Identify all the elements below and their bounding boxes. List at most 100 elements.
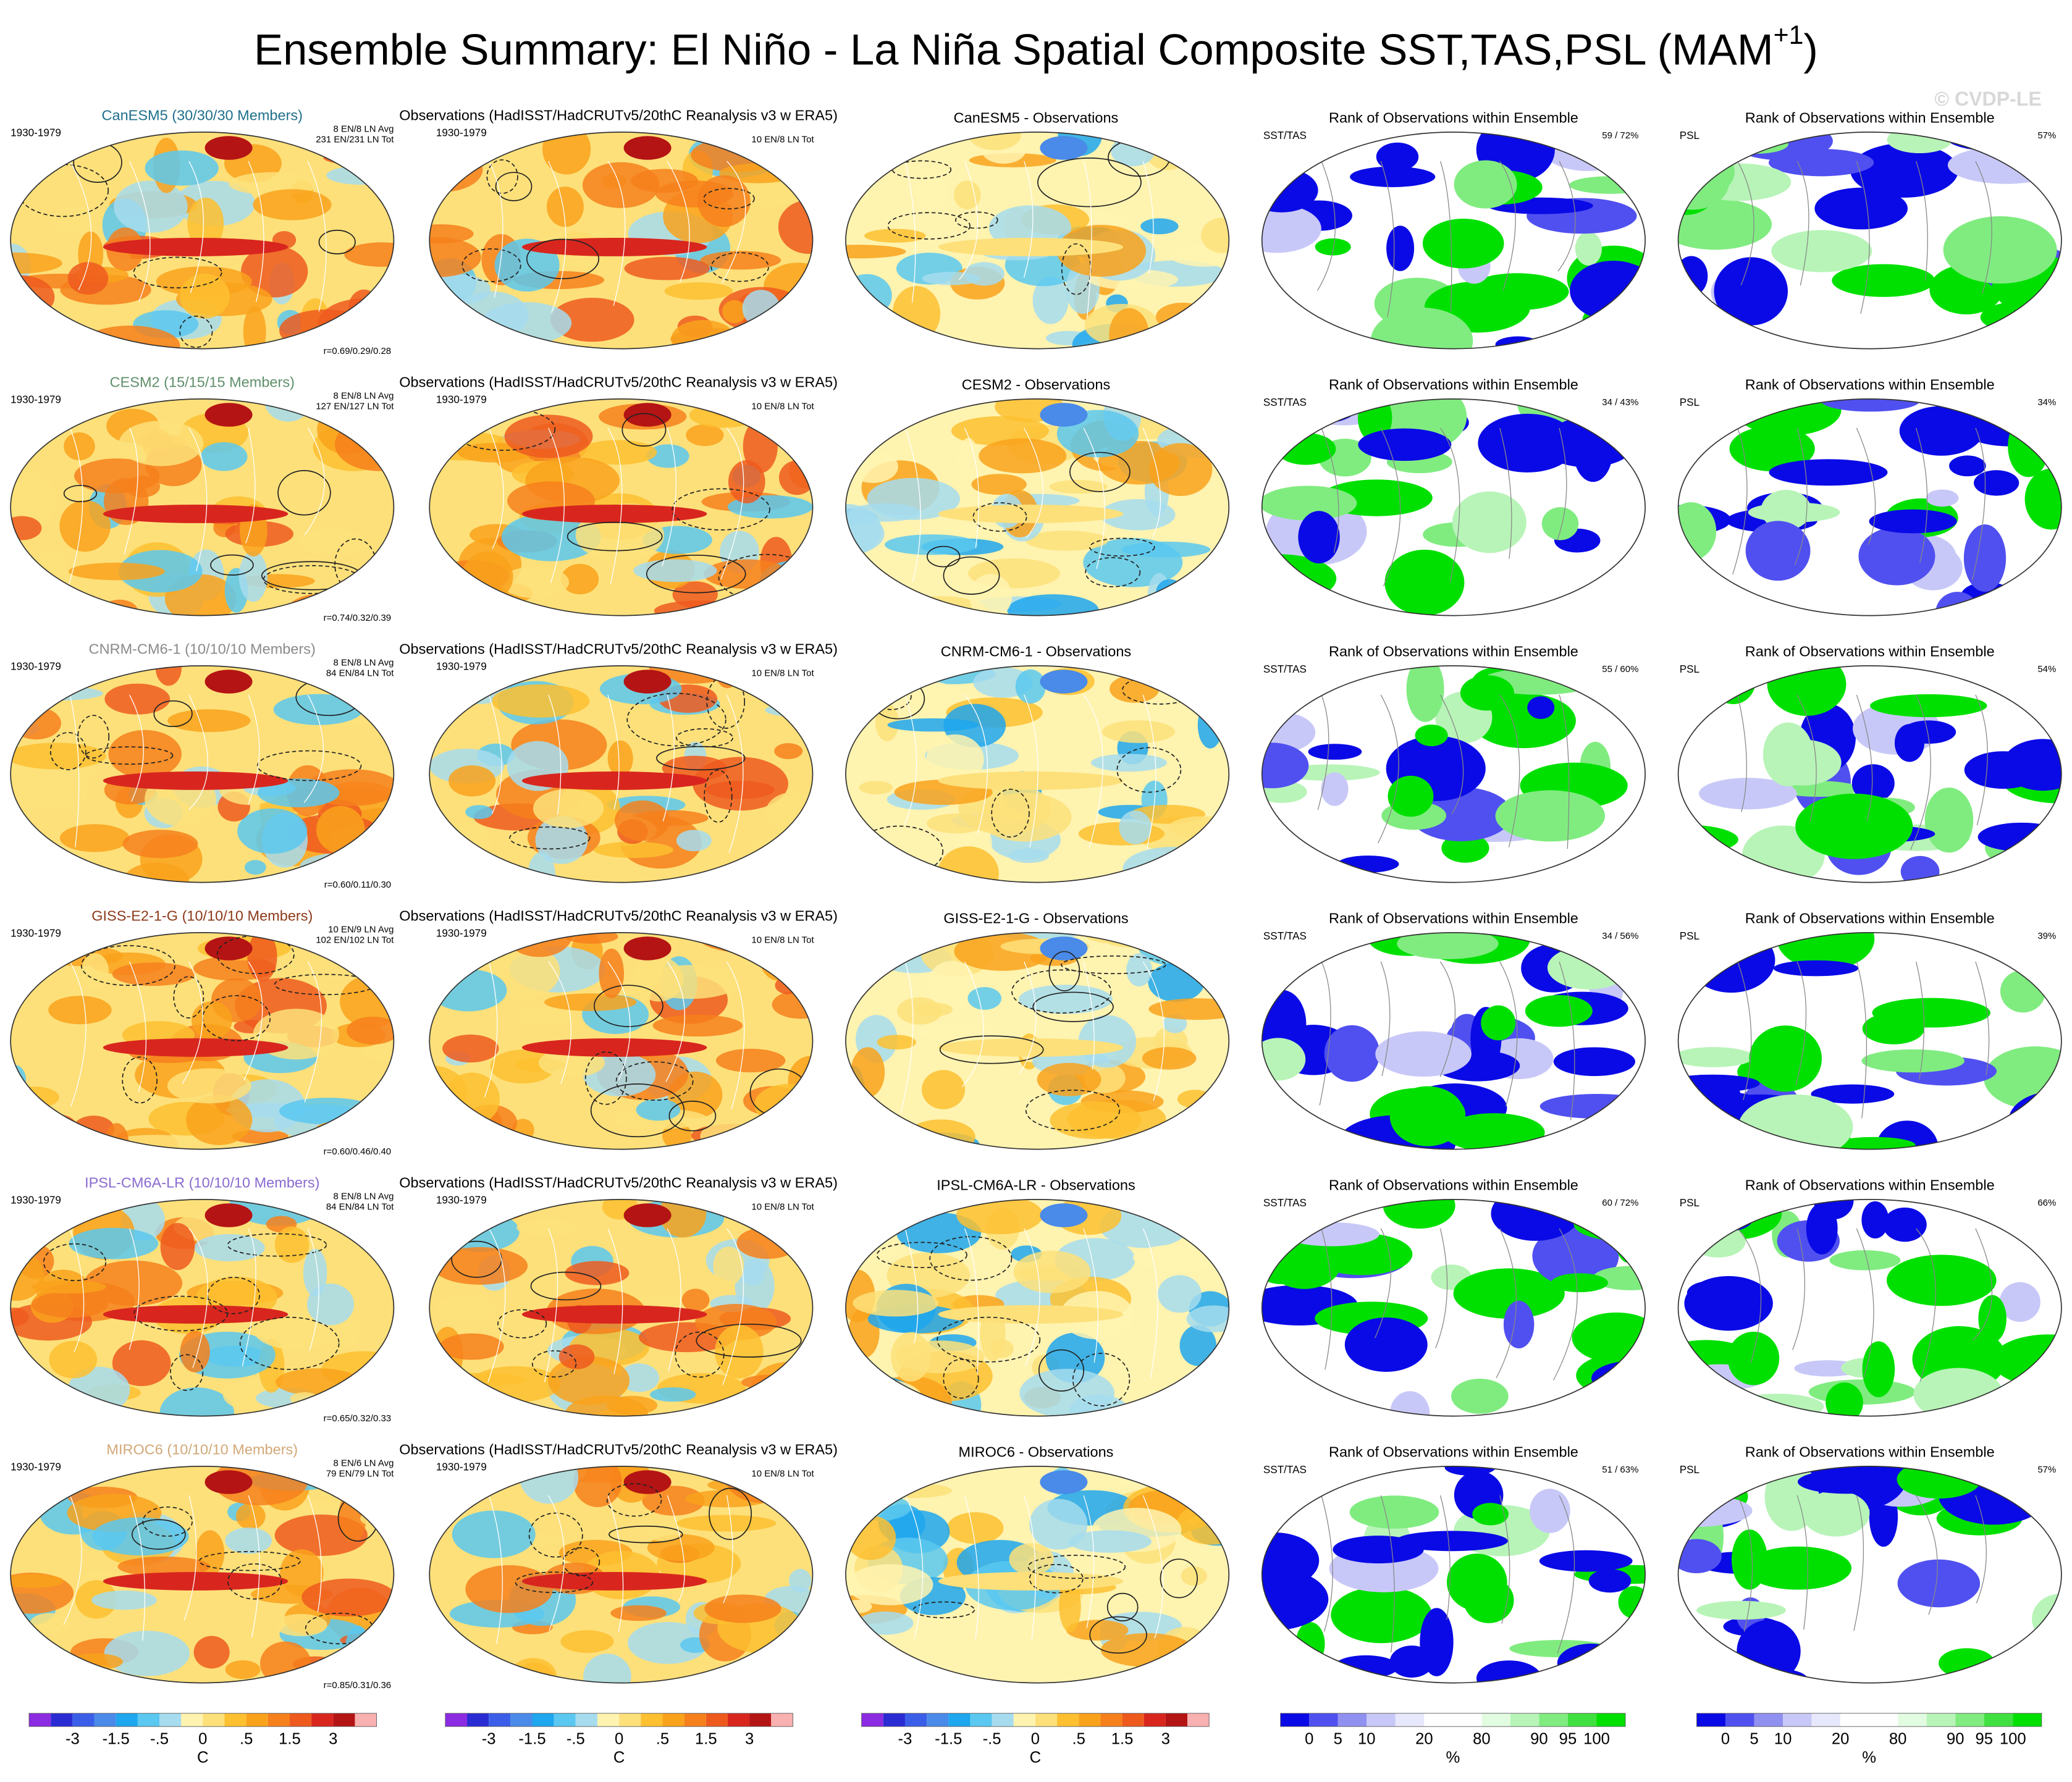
- anomaly-blob: [1013, 1250, 1091, 1293]
- coastline: [548, 961, 571, 1084]
- anomaly-blob: [49, 1340, 98, 1379]
- colorbar-box: [1013, 1713, 1035, 1727]
- rank-blob: [1571, 665, 1646, 697]
- north-pacific: [1040, 936, 1088, 960]
- rank-blob: [1897, 1559, 1981, 1608]
- coastline: [720, 427, 744, 580]
- map-outline: [429, 398, 814, 616]
- rank-blob: [1678, 502, 1717, 561]
- colorbar-box: [1143, 1713, 1166, 1727]
- contour: [239, 1316, 340, 1370]
- anomaly-blob: [429, 1668, 463, 1683]
- coastline: [723, 1495, 733, 1603]
- colorbar-box: [1424, 1713, 1453, 1727]
- contour: [1089, 537, 1155, 557]
- rank-blob: [1295, 1622, 1325, 1666]
- coastline: [607, 427, 623, 584]
- rank-blob: [1872, 998, 1990, 1028]
- contour: [943, 1358, 979, 1399]
- enso-tongue: [521, 771, 707, 790]
- colorbar-box: [203, 1713, 225, 1727]
- psl-rank-title: Rank of Observations within Ensemble: [1745, 644, 1995, 660]
- map-bg: [1678, 932, 2061, 1149]
- contour: [1061, 955, 1166, 975]
- north-pacific: [1040, 136, 1088, 160]
- enso-tongue: [521, 1305, 707, 1324]
- coastline: [607, 1228, 623, 1374]
- rank-blob: [1573, 1206, 1646, 1242]
- colorbar-box: [1280, 1713, 1310, 1727]
- figure-title: Ensemble Summary: El Niño - La Niña Spat…: [254, 20, 1818, 74]
- anomaly-blob: [1161, 313, 1219, 349]
- anomaly-blob: [114, 180, 188, 233]
- anomaly-blob: [646, 444, 689, 468]
- contour: [1072, 1353, 1131, 1406]
- anomaly-blob: [722, 300, 747, 324]
- map-panel: [11, 665, 394, 883]
- colorbar-label: 20: [1832, 1730, 1850, 1747]
- anomaly-blob: [1169, 245, 1229, 267]
- anomaly-blob: [80, 326, 180, 349]
- rank-blob: [1261, 742, 1309, 789]
- rank-blob: [1350, 166, 1436, 187]
- rank-blob: [1977, 822, 2061, 852]
- coastline: [1737, 1228, 1762, 1363]
- pattern-correlation: r=0.60/0.46/0.40: [324, 1146, 391, 1157]
- rank-blob: [1870, 694, 1987, 718]
- rank-blob: [1261, 204, 1321, 253]
- contour: [277, 470, 331, 516]
- anomaly-blob: [780, 330, 806, 348]
- anomaly-blob: [599, 948, 625, 998]
- anomaly-blob: [864, 229, 926, 243]
- coastline: [1380, 161, 1395, 317]
- contour: [43, 1243, 107, 1282]
- rank-blob: [1283, 1222, 1379, 1246]
- map-panel: [1261, 1466, 1646, 1683]
- map-panel: [11, 398, 394, 616]
- model-title: CESM2 (15/15/15 Members): [110, 374, 295, 390]
- coastline: [1375, 1228, 1392, 1339]
- coastline: [1142, 961, 1165, 1101]
- rank-blob: [1748, 502, 1840, 523]
- contour: [85, 746, 174, 765]
- contour: [991, 788, 1030, 838]
- colorbar-box: [1955, 1713, 1984, 1727]
- rank-title: Rank of Observations within Ensemble: [1329, 910, 1578, 927]
- sst-pct: 59 / 72%: [1602, 130, 1638, 141]
- anomaly-blob: [610, 1605, 667, 1621]
- map-outline: [845, 1466, 1230, 1684]
- colorbar-label: -3: [65, 1730, 80, 1747]
- colorbar-frame: [28, 1713, 377, 1727]
- rank-blob: [1811, 1084, 1895, 1104]
- rank-blob: [1869, 509, 1957, 534]
- contour: [672, 488, 770, 531]
- psl-rank-title: Rank of Observations within Ensemble: [1745, 1177, 1995, 1193]
- colorbar-label: 100: [1583, 1730, 1610, 1747]
- enso-tongue: [938, 1305, 1124, 1324]
- coastline: [69, 161, 92, 290]
- anomaly-blob: [573, 1466, 622, 1507]
- anomaly-blob: [11, 707, 62, 740]
- rank-blob: [1370, 307, 1473, 349]
- anomaly-blob: [279, 1098, 377, 1125]
- map-panel: [845, 665, 1229, 883]
- anomaly-blob: [704, 1594, 781, 1623]
- anomaly-blob: [1177, 1372, 1229, 1413]
- colorbar-box: [1395, 1713, 1425, 1727]
- rank-blob: [1730, 132, 1833, 161]
- anomaly-blob: [1158, 1275, 1202, 1313]
- anomaly-blob: [236, 1503, 266, 1530]
- contour: [615, 1061, 694, 1101]
- colorbar-label: -3: [898, 1730, 912, 1747]
- map-outline: [1261, 398, 1646, 616]
- colorbar-label: 1.5: [695, 1730, 717, 1747]
- anomaly-blob: [160, 1222, 195, 1271]
- anomaly-blob: [1050, 1101, 1142, 1140]
- map-panel: [1678, 398, 2061, 616]
- anomaly-blob: [846, 1564, 933, 1605]
- anomaly-blob: [31, 1280, 106, 1294]
- anomaly-blob: [877, 1483, 952, 1498]
- member-counts: 8 EN/8 LN Avg: [333, 658, 394, 668]
- anomaly-blob: [500, 566, 570, 599]
- anomaly-blob: [728, 460, 765, 503]
